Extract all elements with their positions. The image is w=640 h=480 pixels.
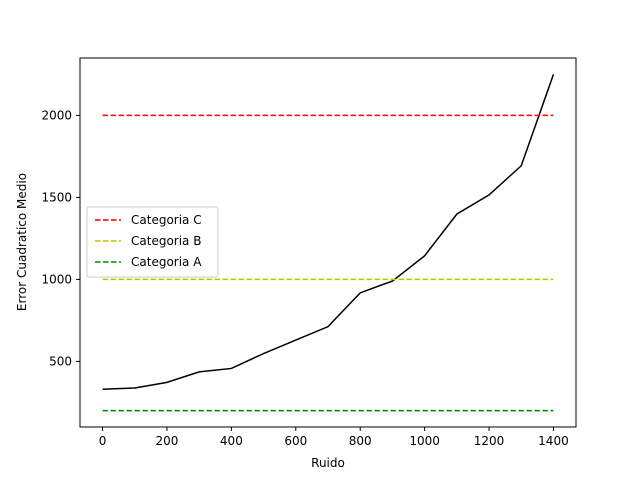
x-tick-label: 600 [284, 434, 307, 448]
legend: Categoria C Categoria B Categoria A [86, 206, 219, 278]
series-line-measured [102, 74, 555, 391]
x-tick-label: 1200 [474, 434, 505, 448]
x-tick-label: 0 [99, 434, 107, 448]
legend-box [86, 206, 219, 278]
legend-label-categoria-b: Categoria B [131, 234, 201, 248]
x-axis: 0 200 400 600 800 1000 1200 1400 [99, 427, 569, 448]
y-tick-label: 2000 [41, 108, 72, 122]
y-axis-label: Error Cuadratico Medio [15, 173, 29, 311]
y-tick-label: 500 [49, 354, 72, 368]
plot-frame [79, 57, 577, 428]
y-tick-label: 1000 [41, 272, 72, 286]
x-tick-label: 800 [349, 434, 372, 448]
x-tick-label: 400 [220, 434, 243, 448]
x-axis-label: Ruido [311, 456, 345, 470]
x-tick-label: 1400 [538, 434, 569, 448]
y-tick-label: 1500 [41, 190, 72, 204]
x-tick-label: 200 [156, 434, 179, 448]
x-tick-label: 1000 [409, 434, 440, 448]
y-axis: 500 1000 1500 2000 [41, 108, 80, 368]
legend-label-categoria-c: Categoria C [131, 213, 202, 227]
plot-lines [102, 74, 555, 412]
legend-label-categoria-a: Categoria A [131, 255, 202, 269]
